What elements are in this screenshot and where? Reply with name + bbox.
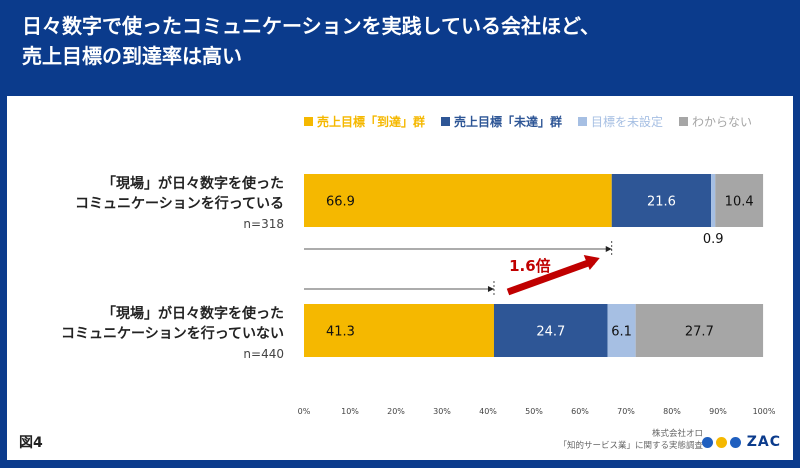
legend-item-2: 売上目標「未達」群 — [441, 113, 562, 130]
x-tick-label: 10% — [341, 407, 359, 416]
title-line-2: 売上目標の到達率は高い — [22, 44, 242, 68]
bar-1-series-2 — [611, 174, 712, 227]
legend-label-3: 目標を未設定 — [591, 115, 664, 129]
data-label-1-4: 10.4 — [725, 195, 754, 210]
category-label-1-line-2: コミュニケーションを行っている — [74, 196, 284, 212]
x-tick-label: 40% — [479, 407, 497, 416]
x-tick-label: 80% — [663, 407, 681, 416]
x-tick-label: 0% — [298, 407, 311, 416]
logo-dot-3 — [729, 436, 741, 448]
x-tick-label: 100% — [753, 407, 776, 416]
legend-item-1: 売上目標「到達」群 — [304, 113, 425, 130]
legend-label-2: 売上目標「未達」群 — [454, 115, 563, 129]
legend: 売上目標「到達」群 売上目標「未達」群 目標を未設定 わからない — [304, 113, 752, 130]
growth-arrow-head — [583, 255, 600, 270]
chart-panel: 売上目標「到達」群 売上目標「未達」群 目標を未設定 わからない 「現場」が日々数字を… — [7, 96, 793, 460]
category-label-2: 「現場」が日々数字を使った コミュニケーションを行っていない — [61, 304, 284, 344]
data-label-2-3: 6.1 — [611, 325, 632, 340]
data-label-1-2: 21.6 — [647, 195, 676, 210]
x-tick-label: 50% — [525, 407, 543, 416]
credit-company: 株式会社オロ — [651, 429, 703, 439]
bar-2-series-2 — [493, 304, 608, 357]
credit-survey: 「知的サービス業」に関する実態調査 — [558, 441, 703, 451]
x-tick-label: 60% — [571, 407, 589, 416]
x-tick-label: 20% — [387, 407, 405, 416]
bar-2-series-3 — [607, 304, 636, 357]
x-tick-label: 90% — [709, 407, 727, 416]
zac-logo: ZAC — [701, 434, 781, 450]
legend-item-3: 目標を未設定 — [578, 113, 663, 130]
logo-dot-2 — [715, 436, 727, 448]
bar-2-series-4 — [635, 304, 764, 357]
data-label-1-3: 0.9 — [703, 232, 724, 247]
category-label-2-line-2: コミュニケーションを行っていない — [60, 326, 284, 342]
bar-2-series-1 — [304, 304, 494, 357]
legend-swatch-2 — [441, 117, 451, 126]
legend-swatch-4 — [679, 117, 689, 126]
data-label-2-2: 24.7 — [536, 325, 565, 340]
figure-label: 図4 — [19, 435, 43, 451]
reference-arrowhead-2 — [487, 286, 494, 292]
growth-arrow-shaft — [506, 257, 595, 296]
legend-label-1: 売上目標「到達」群 — [317, 115, 426, 129]
legend-swatch-1 — [304, 117, 313, 126]
logo-text: ZAC — [746, 434, 781, 450]
data-label-2-4: 27.7 — [685, 325, 714, 340]
category-label-1-line-1: 「現場」が日々数字を使った — [102, 176, 284, 192]
bar-1-series-3 — [711, 174, 716, 227]
data-label-1-1: 66.9 — [326, 195, 355, 210]
reference-arrowhead-1 — [605, 246, 612, 252]
title-line-1: 日々数字で使ったコミュニケーションを実践している会社ほど、 — [22, 14, 600, 38]
legend-swatch-3 — [578, 117, 588, 126]
category-n-2: n=440 — [243, 347, 284, 361]
legend-label-4: わからない — [692, 115, 753, 129]
annotation-ratio: 1.6倍 — [509, 257, 551, 275]
bar-1-series-4 — [715, 174, 764, 227]
bar-1-series-1 — [304, 174, 612, 227]
stacked-bar-chart: 66.9 21.6 0.9 10.4 41.3 24.7 6.1 27.7 0% 10% 20% 30… — [298, 174, 776, 416]
x-tick-label: 30% — [433, 407, 451, 416]
category-label-1: 「現場」が日々数字を使った コミュニケーションを行っている — [75, 174, 284, 214]
legend-item-4: わからない — [679, 113, 752, 130]
credit: 株式会社オロ 「知的サービス業」に関する実態調査 — [558, 428, 703, 452]
category-n-1: n=318 — [243, 217, 284, 231]
x-tick-label: 70% — [617, 407, 635, 416]
header: 日々数字で使ったコミュニケーションを実践している会社ほど、 売上目標の到達率は高… — [0, 0, 800, 88]
data-label-2-1: 41.3 — [326, 325, 355, 340]
category-label-2-line-1: 「現場」が日々数字を使った — [102, 306, 284, 322]
logo-dot-1 — [701, 436, 713, 448]
